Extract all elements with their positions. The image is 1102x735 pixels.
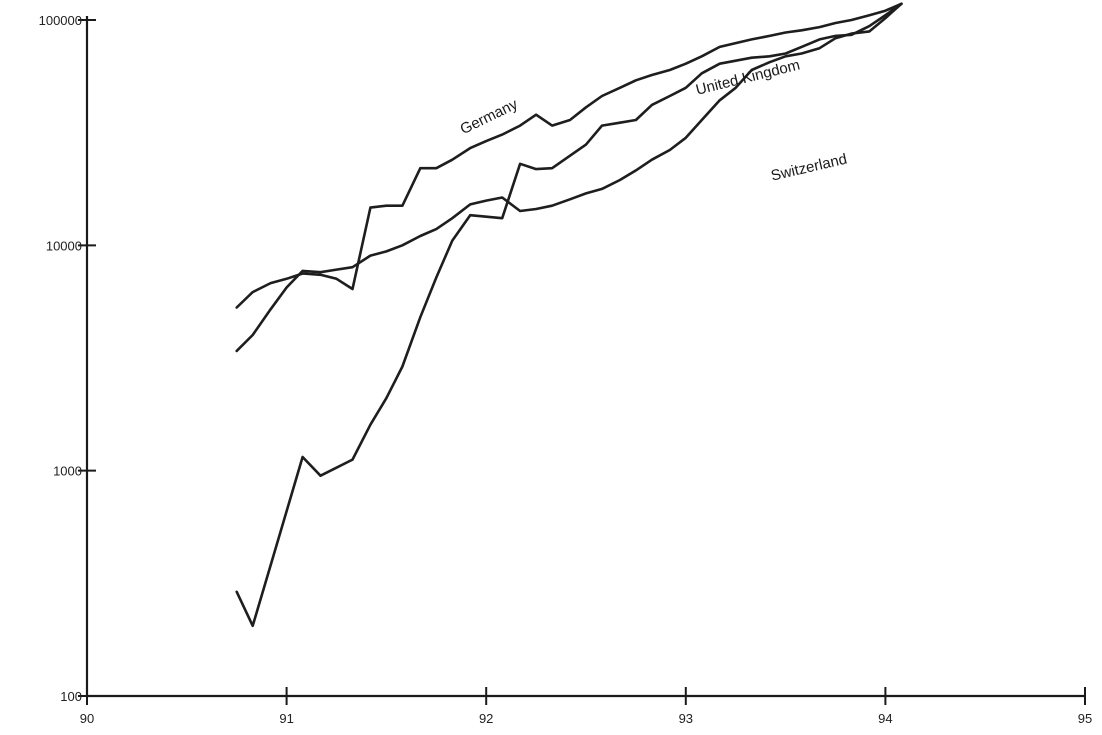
y-tick-label: 100 (60, 689, 82, 704)
series-label-united-kingdom: United Kingdom (694, 56, 802, 98)
axes: 90 91 92 93 94 95 100 1000 10000 100000 (39, 13, 1093, 726)
x-tick-label: 92 (479, 711, 493, 726)
x-tick-label: 95 (1078, 711, 1092, 726)
series-line-switzerland (235, 2, 903, 628)
series-lines (235, 2, 903, 628)
x-tick-label: 94 (878, 711, 892, 726)
series-line-germany (235, 2, 903, 309)
x-tick-label: 91 (279, 711, 293, 726)
y-tick-label: 1000 (53, 464, 82, 479)
x-tick-label: 93 (679, 711, 693, 726)
series-line-united-kingdom (235, 2, 903, 353)
y-tick-label: 10000 (46, 238, 82, 253)
y-tick-label: 100000 (39, 13, 82, 28)
series-label-switzerland: Switzerland (769, 151, 848, 185)
x-tick-label: 90 (80, 711, 94, 726)
series-label-germany: Germany (458, 96, 521, 139)
